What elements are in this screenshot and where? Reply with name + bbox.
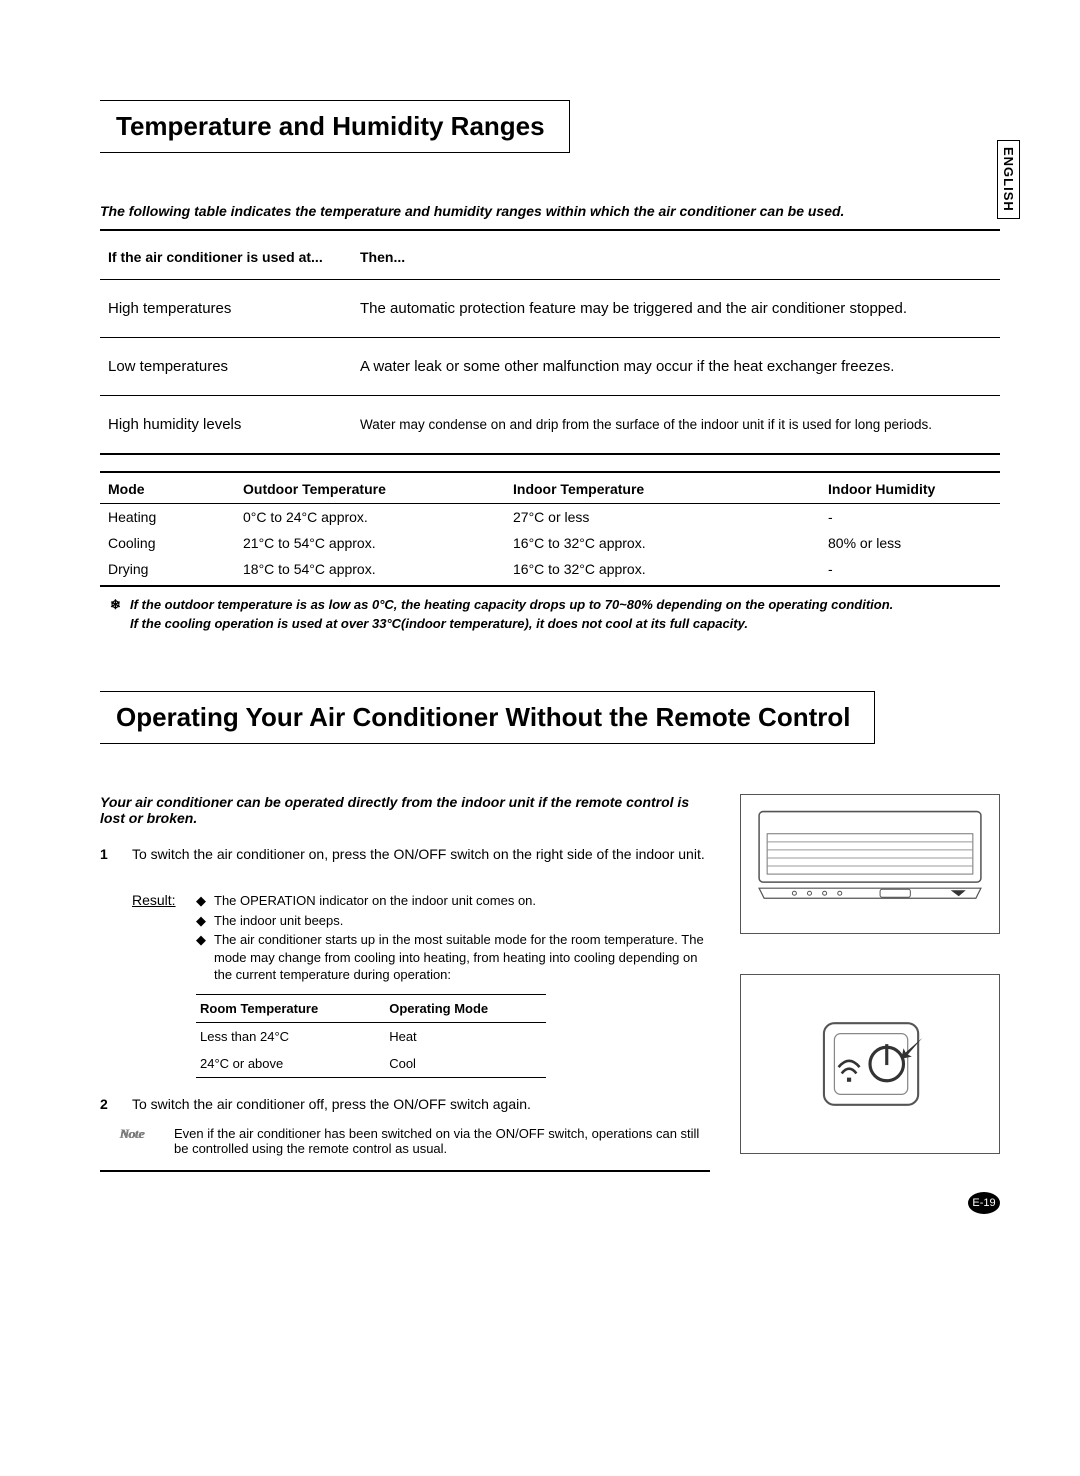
page-number-badge: E-19 <box>968 1192 1000 1214</box>
result-label: Result: <box>132 892 182 1084</box>
cell: Heating <box>100 504 235 531</box>
section2-intro: Your air conditioner can be operated dir… <box>100 794 710 826</box>
diamond-icon: ◆ <box>196 912 206 930</box>
table-row: Cooling 21°C to 54°C approx. 16°C to 32°… <box>100 530 1000 556</box>
table-row: Less than 24°C Heat <box>196 1022 546 1050</box>
note-text: Even if the air conditioner has been swi… <box>174 1126 710 1156</box>
table-row: 24°C or above Cool <box>196 1050 546 1078</box>
section-temperature-humidity: Temperature and Humidity Ranges The foll… <box>100 100 1000 631</box>
cell: 16°C to 32°C approx. <box>505 556 820 586</box>
rt-header: Room Temperature <box>196 994 385 1022</box>
cond-left: High humidity levels <box>100 396 352 455</box>
cell: - <box>820 556 1000 586</box>
footnote-line1: If the outdoor temperature is as low as … <box>130 597 893 612</box>
mode-header: Mode <box>100 472 235 504</box>
cell: Cooling <box>100 530 235 556</box>
snowflake-icon: ❄ <box>110 597 121 613</box>
step-1: 1 To switch the air conditioner on, pres… <box>100 840 710 1090</box>
table-row: High humidity levels Water may condense … <box>100 396 1000 455</box>
section1-title: Temperature and Humidity Ranges <box>100 100 570 153</box>
step-number: 1 <box>100 846 116 1084</box>
note: Note Even if the air conditioner has bee… <box>100 1126 710 1156</box>
note-label: Note <box>100 1126 160 1156</box>
cond-left: Low temperatures <box>100 338 352 396</box>
cell: Less than 24°C <box>196 1022 385 1050</box>
cell: 80% or less <box>820 530 1000 556</box>
cond-right: The automatic protection feature may be … <box>352 280 1000 338</box>
step1-text: To switch the air conditioner on, press … <box>132 846 710 862</box>
table-row: Heating 0°C to 24°C approx. 27°C or less… <box>100 504 1000 531</box>
onoff-switch-illustration <box>740 974 1000 1154</box>
table-row: High temperatures The automatic protecti… <box>100 280 1000 338</box>
bullet-text: The air conditioner starts up in the mos… <box>214 931 710 984</box>
table-row: Drying 18°C to 54°C approx. 16°C to 32°C… <box>100 556 1000 586</box>
table-row: Low temperatures A water leak or some ot… <box>100 338 1000 396</box>
cond-header-left: If the air conditioner is used at... <box>100 231 352 280</box>
footnote-line2: If the cooling operation is used at over… <box>130 616 1000 631</box>
cond-right: Water may condense on and drip from the … <box>352 396 1000 455</box>
cell: 21°C to 54°C approx. <box>235 530 505 556</box>
room-temp-table: Room Temperature Operating Mode Less tha… <box>196 994 546 1078</box>
cell: 18°C to 54°C approx. <box>235 556 505 586</box>
conditions-table: If the air conditioner is used at... The… <box>100 231 1000 455</box>
cond-header-right: Then... <box>352 231 1000 280</box>
language-tab: ENGLISH <box>997 140 1020 219</box>
cond-left: High temperatures <box>100 280 352 338</box>
cond-right: A water leak or some other malfunction m… <box>352 338 1000 396</box>
cell: 24°C or above <box>196 1050 385 1078</box>
diamond-icon: ◆ <box>196 892 206 910</box>
step2-text: To switch the air conditioner off, press… <box>132 1096 710 1112</box>
mode-header: Indoor Humidity <box>820 472 1000 504</box>
cell: 0°C to 24°C approx. <box>235 504 505 531</box>
mode-table: Mode Outdoor Temperature Indoor Temperat… <box>100 471 1000 587</box>
cell: 16°C to 32°C approx. <box>505 530 820 556</box>
mode-header: Indoor Temperature <box>505 472 820 504</box>
cell: 27°C or less <box>505 504 820 531</box>
diamond-icon: ◆ <box>196 931 206 984</box>
footnote: ❄ If the outdoor temperature is as low a… <box>100 587 1000 631</box>
bullet-text: The indoor unit beeps. <box>214 912 343 930</box>
mode-header: Outdoor Temperature <box>235 472 505 504</box>
cell: Heat <box>385 1022 545 1050</box>
section2-title: Operating Your Air Conditioner Without t… <box>100 691 875 744</box>
cell: - <box>820 504 1000 531</box>
indoor-unit-illustration <box>740 794 1000 934</box>
step-2: 2 To switch the air conditioner off, pre… <box>100 1090 710 1118</box>
section1-intro: The following table indicates the temper… <box>100 203 1000 231</box>
cell: Drying <box>100 556 235 586</box>
bullet-text: The OPERATION indicator on the indoor un… <box>214 892 536 910</box>
section-operating-without-remote: Operating Your Air Conditioner Without t… <box>100 691 1000 1194</box>
result-bullets: ◆ The OPERATION indicator on the indoor u… <box>196 892 710 1084</box>
step-number: 2 <box>100 1096 116 1112</box>
rt-header: Operating Mode <box>385 994 545 1022</box>
cell: Cool <box>385 1050 545 1078</box>
